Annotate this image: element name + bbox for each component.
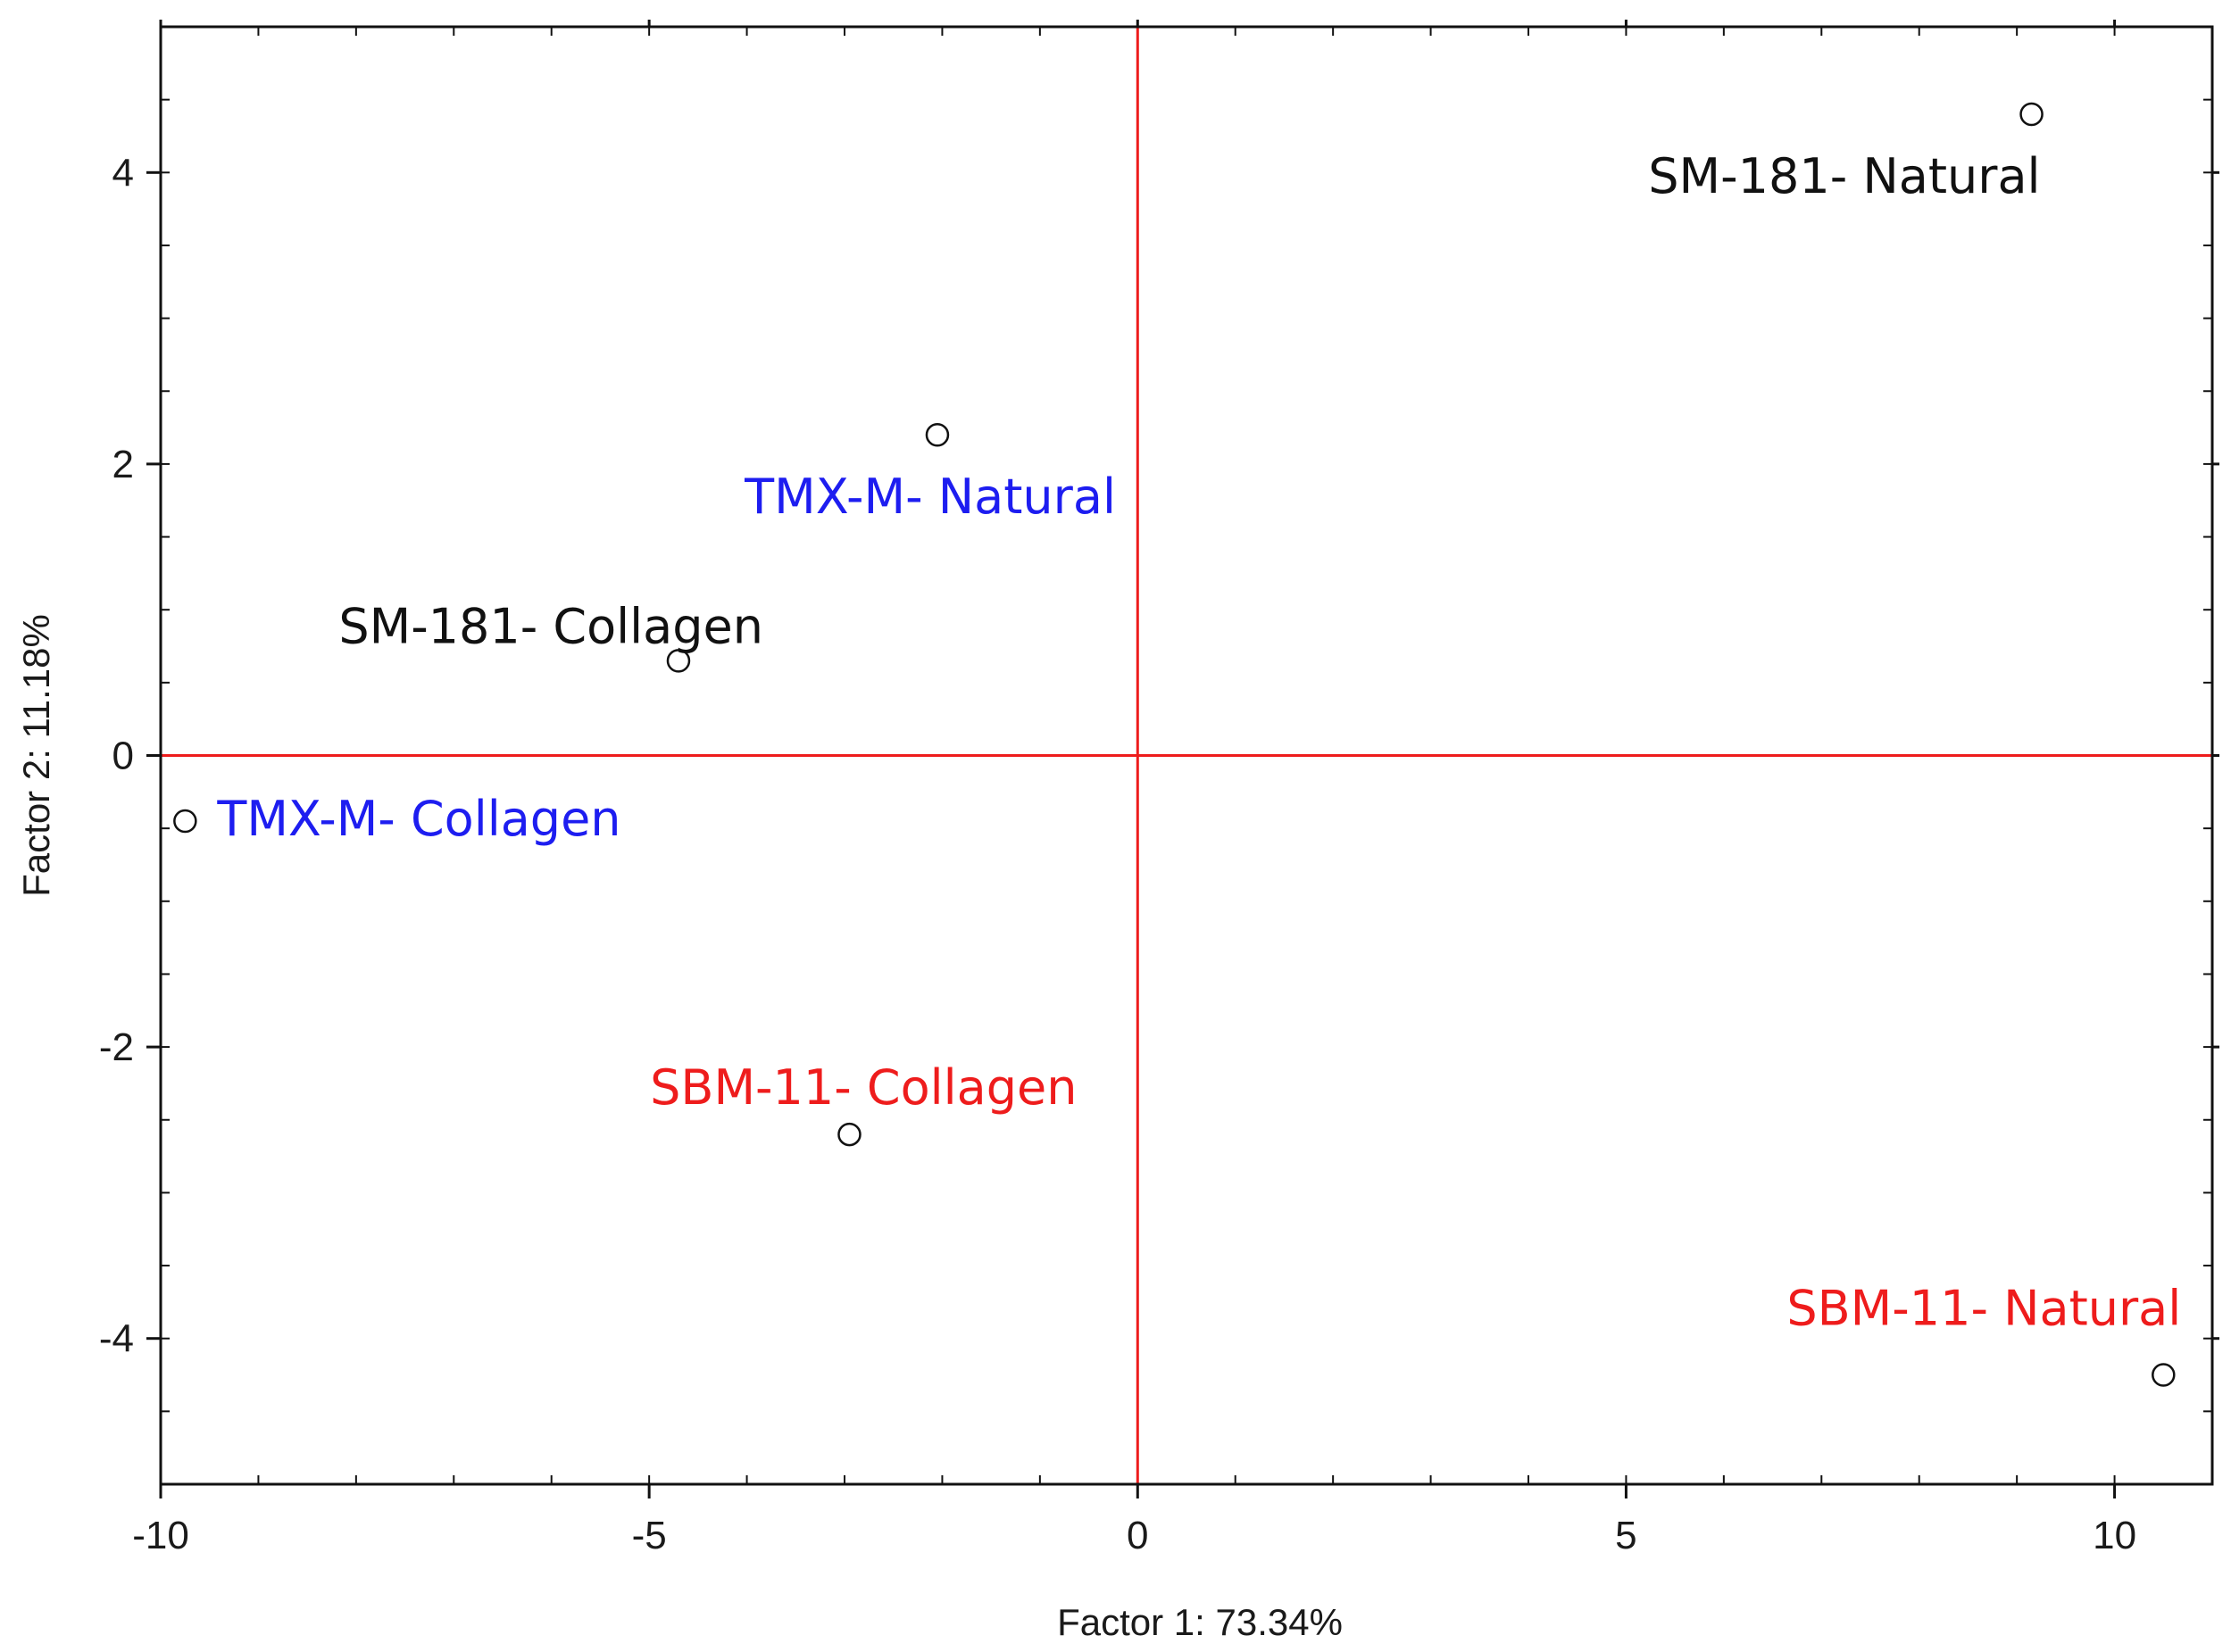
- point-label: SM-181- Collagen: [338, 598, 763, 654]
- x-tick-label: 5: [1615, 1514, 1636, 1557]
- y-tick-labels: -4 -2 0 2 4: [99, 151, 134, 1360]
- x-tick-label: 10: [2093, 1514, 2136, 1557]
- major-ticks: [146, 20, 2219, 1498]
- point-label: TMX-M- Natural: [744, 469, 1116, 525]
- x-tick-label: 0: [1127, 1514, 1148, 1557]
- minor-ticks: [160, 26, 2213, 1485]
- point-label: SBM-11- Collagen: [650, 1059, 1077, 1116]
- y-tick-label: 4: [112, 151, 134, 195]
- x-tick-label: -10: [132, 1514, 189, 1557]
- point-label: SM-181- Natural: [1648, 148, 2040, 204]
- reference-lines: [161, 27, 2212, 1484]
- data-point: [837, 1122, 862, 1147]
- y-tick-label: 2: [112, 443, 134, 486]
- y-tick-label: 0: [112, 735, 134, 778]
- data-points: [173, 102, 2176, 1387]
- point-label: SBM-11- Natural: [1786, 1281, 2181, 1337]
- y-tick-label: -4: [99, 1317, 134, 1361]
- x-tick-label: -5: [632, 1514, 667, 1557]
- point-label: TMX-M- Collagen: [216, 791, 620, 847]
- y-axis-title: Factor 2: 11.18%: [15, 614, 57, 897]
- x-tick-labels: -10 -5 0 5 10: [132, 1514, 2136, 1557]
- data-point: [2019, 102, 2044, 127]
- plot-frame: [159, 25, 2214, 1486]
- data-point: [666, 649, 691, 673]
- x-axis-title: Factor 1: 73.34%: [1057, 1601, 1343, 1643]
- point-labels: SM-181- Natural TMX-M- Natural SM-181- Col…: [216, 148, 2181, 1337]
- data-point: [925, 422, 950, 447]
- data-point: [173, 809, 197, 834]
- y-tick-label: -2: [99, 1025, 134, 1069]
- data-point: [2152, 1363, 2176, 1387]
